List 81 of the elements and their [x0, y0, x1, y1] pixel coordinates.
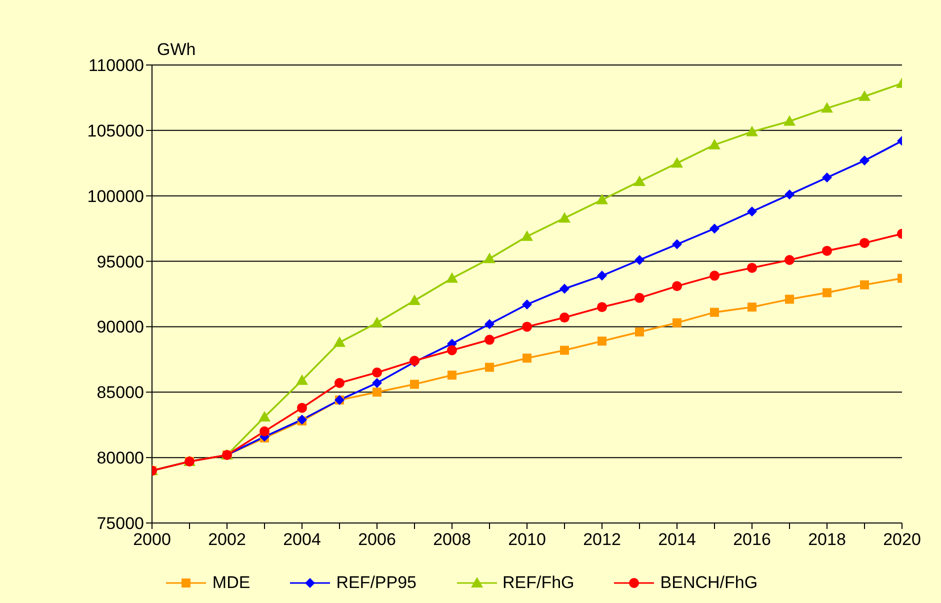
legend-label: MDE [212, 573, 250, 593]
y-tick-label: 105000 [87, 121, 144, 140]
point [710, 270, 720, 281]
point [671, 157, 683, 168]
point [634, 292, 644, 303]
point [708, 138, 720, 150]
point [372, 388, 382, 397]
x-tick-label: 2006 [358, 530, 396, 550]
point [296, 374, 308, 385]
point [597, 302, 607, 312]
point [446, 272, 458, 283]
y-axis-title: GWh [157, 40, 196, 59]
point [560, 346, 569, 355]
point [560, 284, 570, 294]
point [748, 302, 756, 312]
point [522, 354, 532, 363]
point [746, 126, 758, 136]
point [784, 254, 794, 265]
point [710, 308, 719, 317]
point [672, 239, 682, 250]
point [597, 270, 607, 281]
point [560, 312, 570, 323]
y-tick-label: 80000 [96, 448, 144, 468]
point [522, 299, 532, 310]
legend-label: BENCH/FhG [660, 573, 758, 593]
point [334, 378, 344, 388]
point [634, 254, 644, 265]
point [672, 318, 682, 328]
point [334, 336, 346, 347]
y-tick-label: 90000 [96, 318, 144, 337]
point [371, 316, 383, 328]
point [598, 336, 606, 346]
point [747, 206, 757, 217]
x-tick-label: 2018 [808, 530, 846, 550]
point [822, 288, 832, 298]
point [860, 280, 869, 290]
point [747, 262, 757, 273]
point [484, 334, 494, 345]
x-tick-label: 2016 [733, 530, 771, 550]
point [785, 294, 794, 304]
point [784, 115, 796, 126]
x-tick-label: 2010 [508, 530, 546, 550]
point [521, 230, 533, 241]
x-tick-label: 2012 [583, 530, 621, 550]
point [522, 322, 532, 332]
point [596, 194, 608, 204]
x-tick-label: 2008 [433, 530, 471, 550]
point [635, 327, 644, 336]
point [297, 402, 307, 413]
point [821, 102, 833, 113]
point [710, 224, 720, 234]
y-tick-label: 85000 [96, 383, 144, 402]
point [258, 411, 270, 422]
point [484, 252, 496, 264]
point [410, 380, 419, 389]
point [485, 362, 494, 372]
x-tick-label: 2020 [883, 530, 921, 550]
legend-label: REF/PP95 [336, 573, 416, 593]
point [784, 190, 794, 200]
legend-label: REF/FhG [502, 573, 574, 593]
x-tick-label: 2014 [658, 530, 696, 550]
point [408, 294, 420, 306]
point [260, 426, 270, 436]
point [672, 281, 682, 292]
y-tick-label: 110000 [88, 56, 144, 76]
point [372, 368, 382, 378]
point [860, 238, 870, 248]
point [822, 246, 832, 256]
point [372, 378, 382, 388]
point [822, 172, 832, 183]
point [858, 90, 870, 101]
point [447, 345, 457, 356]
x-tick-label: 2004 [283, 530, 321, 550]
y-tick-label: 95000 [96, 252, 144, 272]
point [484, 319, 494, 330]
point [860, 156, 870, 166]
y-tick-label: 100000 [87, 186, 144, 206]
point [634, 175, 646, 186]
point [448, 370, 456, 380]
point [558, 212, 570, 223]
x-tick-label: 2002 [208, 530, 246, 550]
